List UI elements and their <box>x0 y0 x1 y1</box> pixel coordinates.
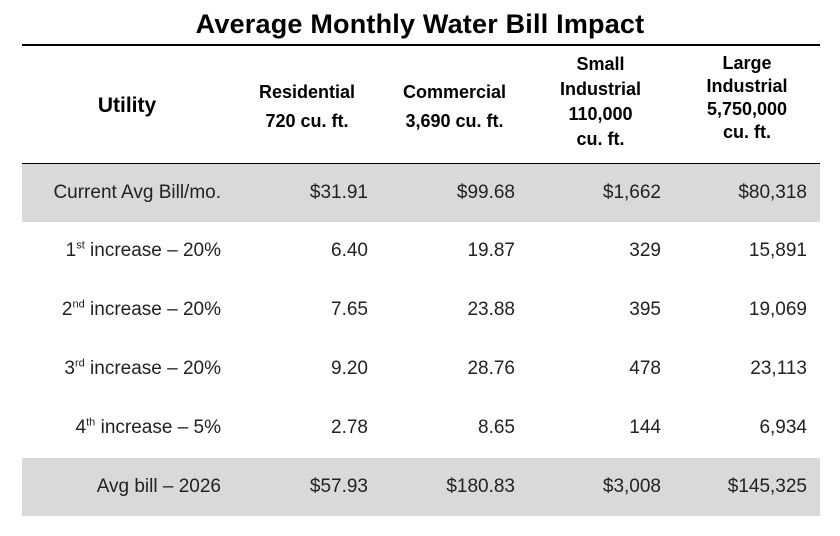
row-label: 3rd increase – 20% <box>64 357 221 379</box>
table-row: 2nd increase – 20% 7.65 23.88 395 19,069 <box>22 281 820 339</box>
cell-large-industrial: 23,113 <box>750 358 807 379</box>
cell-commercial: 19.87 <box>467 240 515 261</box>
cell-residential: 2.78 <box>331 417 368 438</box>
header-large-industrial: Large Industrial 5,750,000 cu. ft. <box>706 53 788 142</box>
cell-small-industrial: 478 <box>629 358 661 379</box>
header-residential: Residential 720 cu. ft. <box>258 82 356 131</box>
cell-residential: $57.93 <box>309 476 368 497</box>
header-small-industrial: Small Industrial 110,000 cu. ft. <box>559 54 641 149</box>
cell-small-industrial: $1,662 <box>602 182 661 203</box>
header-utility: Utility <box>97 94 157 117</box>
cell-large-industrial: 19,069 <box>748 299 807 320</box>
cell-small-industrial: 395 <box>629 299 661 320</box>
cell-commercial: 23.88 <box>467 299 515 320</box>
cell-large-industrial: 15,891 <box>748 240 807 261</box>
cell-small-industrial: $3,008 <box>602 476 661 497</box>
cell-large-industrial: 6,934 <box>759 417 807 438</box>
table-row: 4th increase – 5% 2.78 8.65 144 6,934 <box>22 399 820 457</box>
row-label: Avg bill – 2026 <box>96 476 221 497</box>
cell-commercial: 28.76 <box>467 358 515 379</box>
cell-commercial: $180.83 <box>446 476 515 497</box>
table-row: Current Avg Bill/mo. $31.91 $99.68 $1,66… <box>22 164 820 222</box>
page-title: Average Monthly Water Bill Impact <box>195 9 645 39</box>
cell-small-industrial: 144 <box>629 417 661 438</box>
cell-residential: $31.91 <box>309 182 368 203</box>
header-rule <box>22 163 820 164</box>
cell-residential: 7.65 <box>331 299 368 320</box>
header-commercial: Commercial 3,690 cu. ft. <box>402 82 507 131</box>
table-row: 3rd increase – 20% 9.20 28.76 478 23,113 <box>22 340 820 398</box>
table-row: 1st increase – 20% 6.40 19.87 329 15,891 <box>22 222 820 280</box>
table-row: Avg bill – 2026 $57.93 $180.83 $3,008 $1… <box>22 458 820 516</box>
title-rule <box>22 44 820 46</box>
cell-large-industrial: $80,318 <box>738 182 807 203</box>
row-label: 2nd increase – 20% <box>61 298 221 320</box>
cell-residential: 9.20 <box>331 358 368 379</box>
cell-residential: 6.40 <box>331 240 368 261</box>
cell-commercial: $99.68 <box>456 182 515 203</box>
row-label: 1st increase – 20% <box>65 239 221 261</box>
cell-commercial: 8.65 <box>478 417 515 438</box>
row-label: 4th increase – 5% <box>75 416 221 438</box>
cell-small-industrial: 329 <box>629 240 661 261</box>
row-label: Current Avg Bill/mo. <box>53 182 221 203</box>
cell-large-industrial: $145,325 <box>727 476 807 497</box>
